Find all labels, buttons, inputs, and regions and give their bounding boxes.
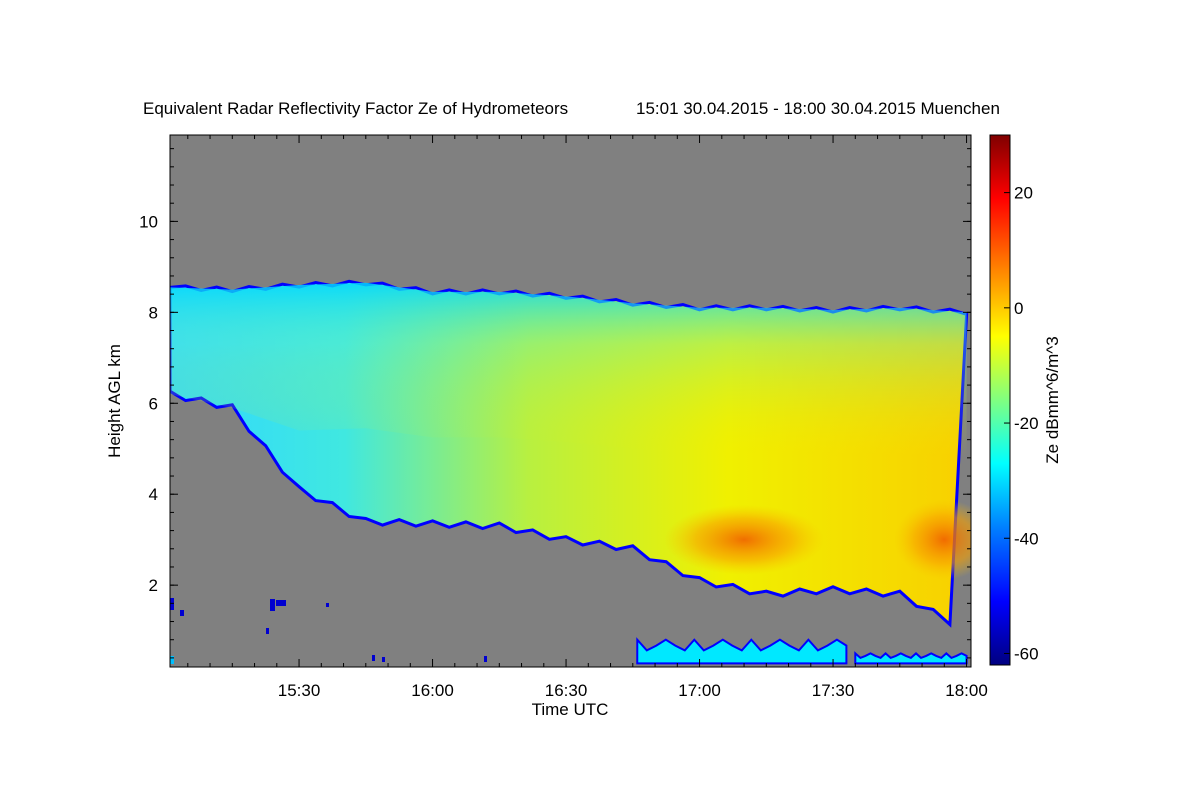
echo-hotspot bbox=[664, 504, 825, 575]
y-tick-label: 6 bbox=[149, 394, 158, 413]
chart-subtitle: 15:01 30.04.2015 - 18:00 30.04.2015 Muen… bbox=[636, 99, 1000, 118]
y-tick-label: 4 bbox=[149, 485, 158, 504]
x-axis: 15:30 16:00 16:30 17:00 17:30 18:00 Time UTC bbox=[187, 135, 988, 719]
y-axis: 2 4 6 8 10 Height AGL km bbox=[105, 148, 971, 659]
echo-low-patch bbox=[636, 637, 848, 665]
echo-clutter bbox=[382, 657, 385, 662]
echo-clutter bbox=[266, 628, 269, 634]
colorbar-ramp bbox=[989, 134, 1011, 666]
colorbar-tick-label: -20 bbox=[1014, 414, 1039, 433]
echo-clutter-group bbox=[170, 598, 487, 664]
x-tick-label: 18:00 bbox=[945, 681, 988, 700]
y-tick-label: 2 bbox=[149, 576, 158, 595]
colorbar-tick-label: 20 bbox=[1014, 184, 1033, 203]
echo-clutter bbox=[170, 598, 174, 610]
echo-clutter bbox=[484, 656, 487, 662]
colorbar-tick-label: -60 bbox=[1014, 644, 1039, 663]
echo-clutter bbox=[270, 599, 275, 611]
x-axis-label: Time UTC bbox=[532, 700, 609, 719]
echo-clutter bbox=[180, 610, 184, 616]
y-tick-label: 8 bbox=[149, 303, 158, 322]
x-tick-label: 16:30 bbox=[545, 681, 588, 700]
x-tick-label: 15:30 bbox=[278, 681, 321, 700]
plot-area bbox=[169, 134, 972, 668]
plot-frame bbox=[169, 134, 972, 668]
colorbar-tick-label: 0 bbox=[1014, 299, 1023, 318]
echo-clutter bbox=[326, 603, 329, 607]
x-tick-label: 16:00 bbox=[411, 681, 454, 700]
x-tick-label: 17:30 bbox=[812, 681, 855, 700]
echo-hotspot bbox=[894, 499, 971, 580]
echo-clutter bbox=[170, 656, 174, 664]
echo-clutter bbox=[276, 600, 286, 606]
colorbar: 20 0 -20 -40 -60 Ze dBmm^6/m^3 bbox=[989, 134, 1062, 666]
echo-low-patch bbox=[854, 651, 968, 665]
y-tick-label: 10 bbox=[139, 212, 158, 231]
y-axis-label: Height AGL km bbox=[105, 344, 124, 458]
echo-clutter bbox=[372, 655, 375, 661]
colorbar-label: Ze dBmm^6/m^3 bbox=[1043, 336, 1062, 463]
chart-title: Equivalent Radar Reflectivity Factor Ze … bbox=[143, 99, 568, 118]
echo-region-top-shade bbox=[170, 282, 967, 458]
x-tick-label: 17:00 bbox=[678, 681, 721, 700]
colorbar-tick-label: -40 bbox=[1014, 529, 1039, 548]
